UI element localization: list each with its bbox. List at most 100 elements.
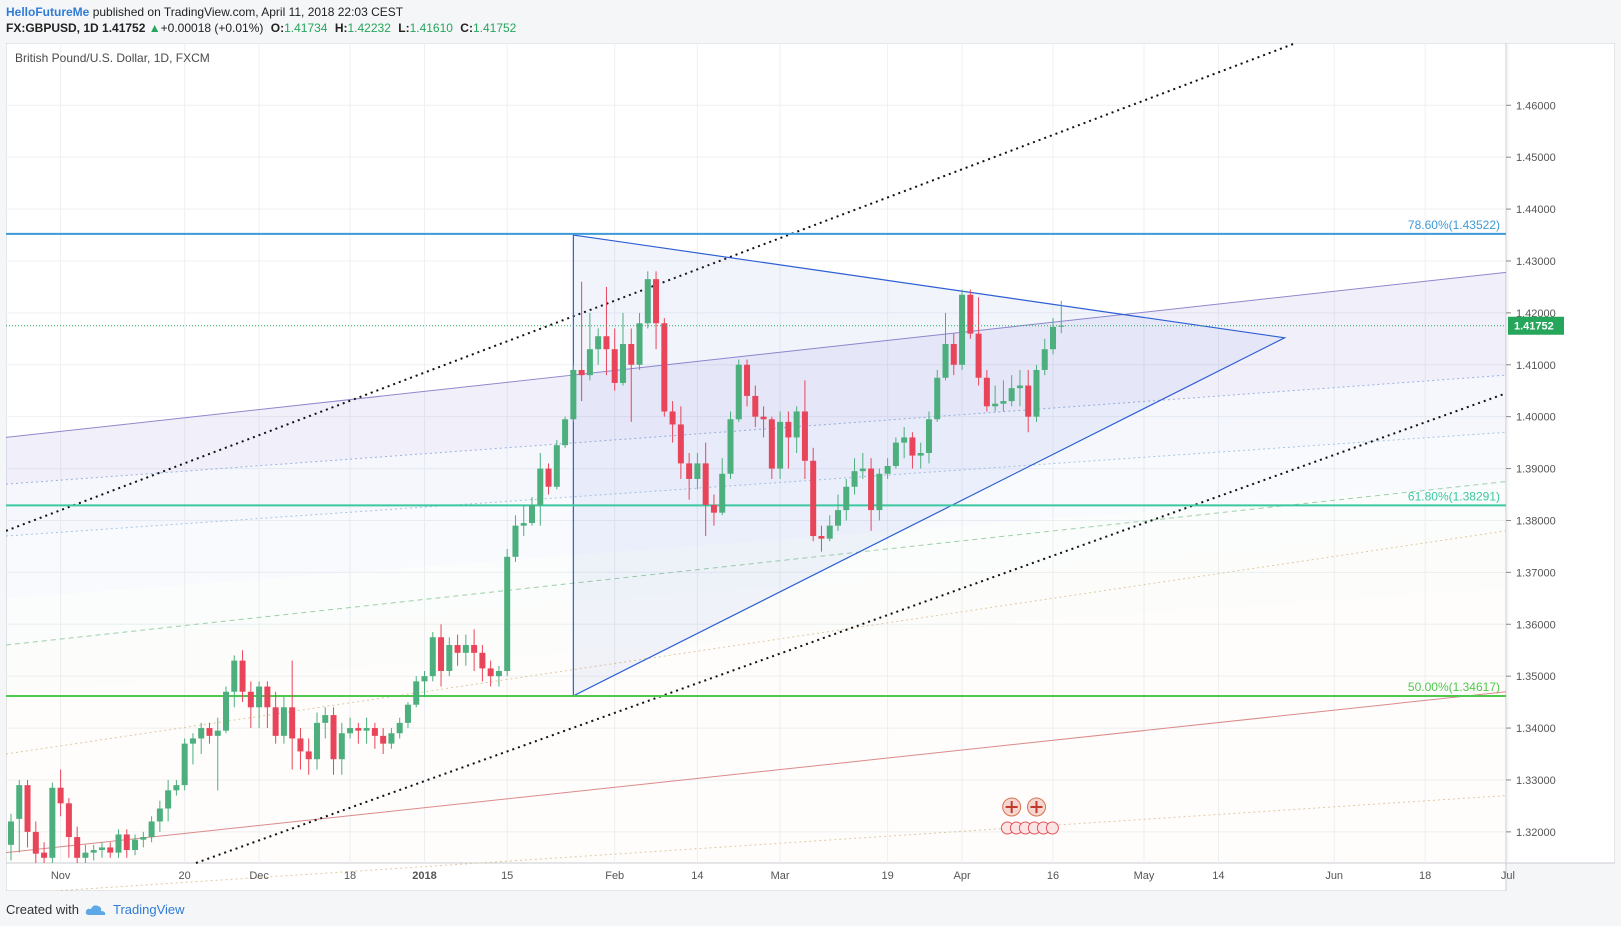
candle-body xyxy=(181,743,188,786)
candle-body xyxy=(338,733,345,760)
chart-area[interactable]: 78.60%(1.43522) 61.80%(1.38291) 50.00%(1.3… xyxy=(5,42,1616,895)
candle-body xyxy=(49,787,56,858)
candlestick-chart[interactable]: 78.60%(1.43522) 61.80%(1.38291) 50.00%(1.3… xyxy=(5,42,1616,895)
author-link[interactable]: HelloFutureMe xyxy=(6,5,90,19)
candle-body xyxy=(223,691,230,731)
lower-dotted-trendline xyxy=(195,392,1507,864)
candle-body xyxy=(1008,388,1015,402)
candle-body xyxy=(686,463,693,479)
price-tick-label: 1.36000 xyxy=(1516,619,1556,631)
candle-body xyxy=(603,336,610,350)
candle-body xyxy=(330,715,337,760)
time-axis[interactable] xyxy=(5,862,1507,892)
tradingview-logo[interactable]: TradingView xyxy=(85,902,185,917)
candle-body xyxy=(140,837,147,840)
candle-body xyxy=(520,523,527,526)
candle-body xyxy=(876,473,883,511)
date-tick-label: 16 xyxy=(1047,870,1059,882)
candle-body xyxy=(41,852,48,858)
candle-body xyxy=(694,463,701,479)
candle-body xyxy=(189,738,196,744)
candle-body xyxy=(1041,349,1048,370)
candle-body xyxy=(992,403,999,407)
candle-body xyxy=(1025,385,1032,417)
date-tick-label: Apr xyxy=(953,870,970,882)
date-tick-label: Dec xyxy=(249,870,269,882)
high-value: 1.42232 xyxy=(347,21,391,35)
date-tick-label: 15 xyxy=(501,870,513,882)
candle-body xyxy=(8,821,14,845)
candle-body xyxy=(57,787,64,804)
candle-body xyxy=(165,790,172,809)
candle-body xyxy=(1058,325,1065,327)
candle-body xyxy=(74,837,81,858)
candle-body xyxy=(537,468,544,505)
candle-body xyxy=(578,369,585,376)
tradingview-brand: TradingView xyxy=(112,902,185,917)
candle-body xyxy=(1016,385,1023,389)
candle-body xyxy=(545,468,552,487)
candle-body xyxy=(959,294,966,365)
candle-body xyxy=(628,344,635,365)
date-tick-label: 14 xyxy=(691,870,703,882)
economic-events[interactable] xyxy=(1000,797,1059,835)
channel-top-line xyxy=(5,271,1507,438)
candle-body xyxy=(413,681,420,705)
candle-body xyxy=(98,847,105,851)
price-tick-label: 1.45000 xyxy=(1516,152,1556,164)
cloud-icon xyxy=(85,904,106,915)
price-tick-label: 1.40000 xyxy=(1516,412,1556,424)
close-value: 1.41752 xyxy=(472,21,517,35)
candle-body xyxy=(553,445,560,487)
triangle-pattern xyxy=(572,234,1287,697)
price-axis[interactable] xyxy=(1505,42,1616,864)
candle-body xyxy=(619,344,626,383)
fib-label: 61.80%(1.38291) xyxy=(1408,489,1500,503)
low-value: 1.41610 xyxy=(409,21,453,35)
date-tick-label: Jul xyxy=(1501,870,1515,882)
candle-body xyxy=(148,821,155,838)
candle-body xyxy=(669,411,676,425)
candle-body xyxy=(479,652,486,669)
candle-body xyxy=(322,715,329,723)
publish-line: HelloFutureMe published on TradingView.c… xyxy=(6,4,516,20)
candle-body xyxy=(810,460,817,537)
channel-band xyxy=(6,691,1506,863)
price-tick-label: 1.34000 xyxy=(1516,723,1556,735)
last-price-badge xyxy=(1508,316,1564,335)
channel-band xyxy=(6,530,1506,692)
candle-body xyxy=(818,536,825,539)
flag-cross-icon xyxy=(1005,801,1018,813)
date-tick-label: 18 xyxy=(1419,870,1431,882)
channel-inner-line xyxy=(5,431,1507,537)
flag-cross-icon xyxy=(1030,801,1043,813)
symbol-label[interactable]: FX:GBPUSD, 1D xyxy=(6,21,99,35)
candle-body xyxy=(727,419,734,474)
candle-body xyxy=(115,834,122,853)
candle-body xyxy=(901,437,908,443)
candle-body xyxy=(636,323,643,365)
candle-body xyxy=(702,463,709,505)
date-tick-label: Mar xyxy=(771,870,790,882)
candle-body xyxy=(735,364,742,420)
candle-body xyxy=(950,344,957,365)
candle-body xyxy=(198,728,205,739)
up-arrow-icon: ▲ xyxy=(148,21,161,35)
candle-body xyxy=(429,637,436,677)
candle-body xyxy=(644,279,651,324)
high-label: H: xyxy=(334,21,348,35)
channel-band xyxy=(6,432,1506,599)
candle-body xyxy=(65,803,72,838)
candle-body xyxy=(206,728,213,736)
date-tick-label: 14 xyxy=(1212,870,1224,882)
time-axis-labels: Nov 20 Dec 18 2018 15 Feb 14 Mar 19 Apr 16 May 14 Jun 1… xyxy=(51,870,1515,882)
candle-body xyxy=(768,419,775,469)
candle-body xyxy=(471,645,478,653)
candle-body xyxy=(653,279,660,324)
date-tick-label: Feb xyxy=(605,870,624,882)
candle-body xyxy=(355,728,362,731)
chart-header: HelloFutureMe published on TradingView.c… xyxy=(6,4,516,36)
candle-body xyxy=(347,728,354,734)
candle-body xyxy=(611,349,618,383)
candle-body xyxy=(214,730,221,736)
